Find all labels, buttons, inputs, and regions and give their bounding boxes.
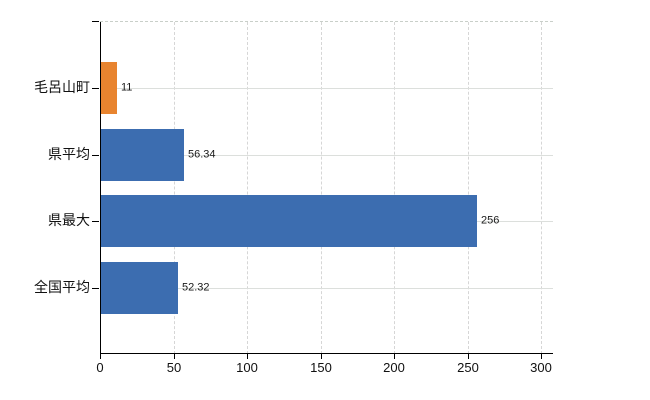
x-axis-tick: [321, 354, 322, 359]
vertical-gridline: [467, 22, 469, 354]
x-axis-tick: [394, 354, 395, 359]
category-tick: [92, 88, 99, 89]
vertical-gridline: [320, 22, 322, 354]
horizontal-gridline: [101, 88, 553, 89]
bar: [101, 62, 117, 114]
bar: [101, 262, 178, 314]
x-tick-label: 50: [166, 360, 182, 375]
category-label: 全国平均: [34, 279, 90, 295]
vertical-gridline: [173, 22, 175, 354]
bar-value-label: 56.34: [188, 148, 216, 161]
horizontal-gridline: [101, 288, 553, 289]
bar-value-label: 52.32: [182, 281, 210, 294]
horizontal-gridline: [101, 155, 553, 156]
category-tick: [92, 221, 99, 222]
category-label: 毛呂山町: [34, 79, 90, 95]
bar-value-label: 11: [121, 81, 133, 94]
axis-top-tick: [92, 21, 99, 22]
x-axis-tick: [468, 354, 469, 359]
category-tick: [92, 155, 99, 156]
x-tick-label: 200: [383, 360, 405, 375]
x-axis-tick: [174, 354, 175, 359]
x-tick-label: 150: [310, 360, 332, 375]
x-tick-label: 300: [530, 360, 552, 375]
x-tick-label: 0: [96, 360, 104, 375]
x-tick-label: 100: [236, 360, 258, 375]
vertical-gridline: [394, 22, 395, 354]
x-axis-line: [100, 353, 553, 354]
vertical-gridline: [247, 22, 248, 354]
y-axis-line: [100, 22, 101, 354]
x-axis-tick: [100, 354, 101, 359]
bar-value-label: 256: [481, 214, 500, 227]
category-tick: [92, 288, 99, 289]
plot-area: 11 56.34 256 52.32: [92, 21, 553, 359]
x-axis-tick: [247, 354, 248, 359]
bar: [101, 195, 477, 247]
vertical-gridline: [541, 22, 542, 354]
x-tick-label: 250: [457, 360, 479, 375]
bar: [101, 129, 184, 181]
category-label: 県最大: [48, 212, 90, 228]
x-axis-tick: [541, 354, 542, 359]
category-label: 県平均: [48, 146, 90, 162]
